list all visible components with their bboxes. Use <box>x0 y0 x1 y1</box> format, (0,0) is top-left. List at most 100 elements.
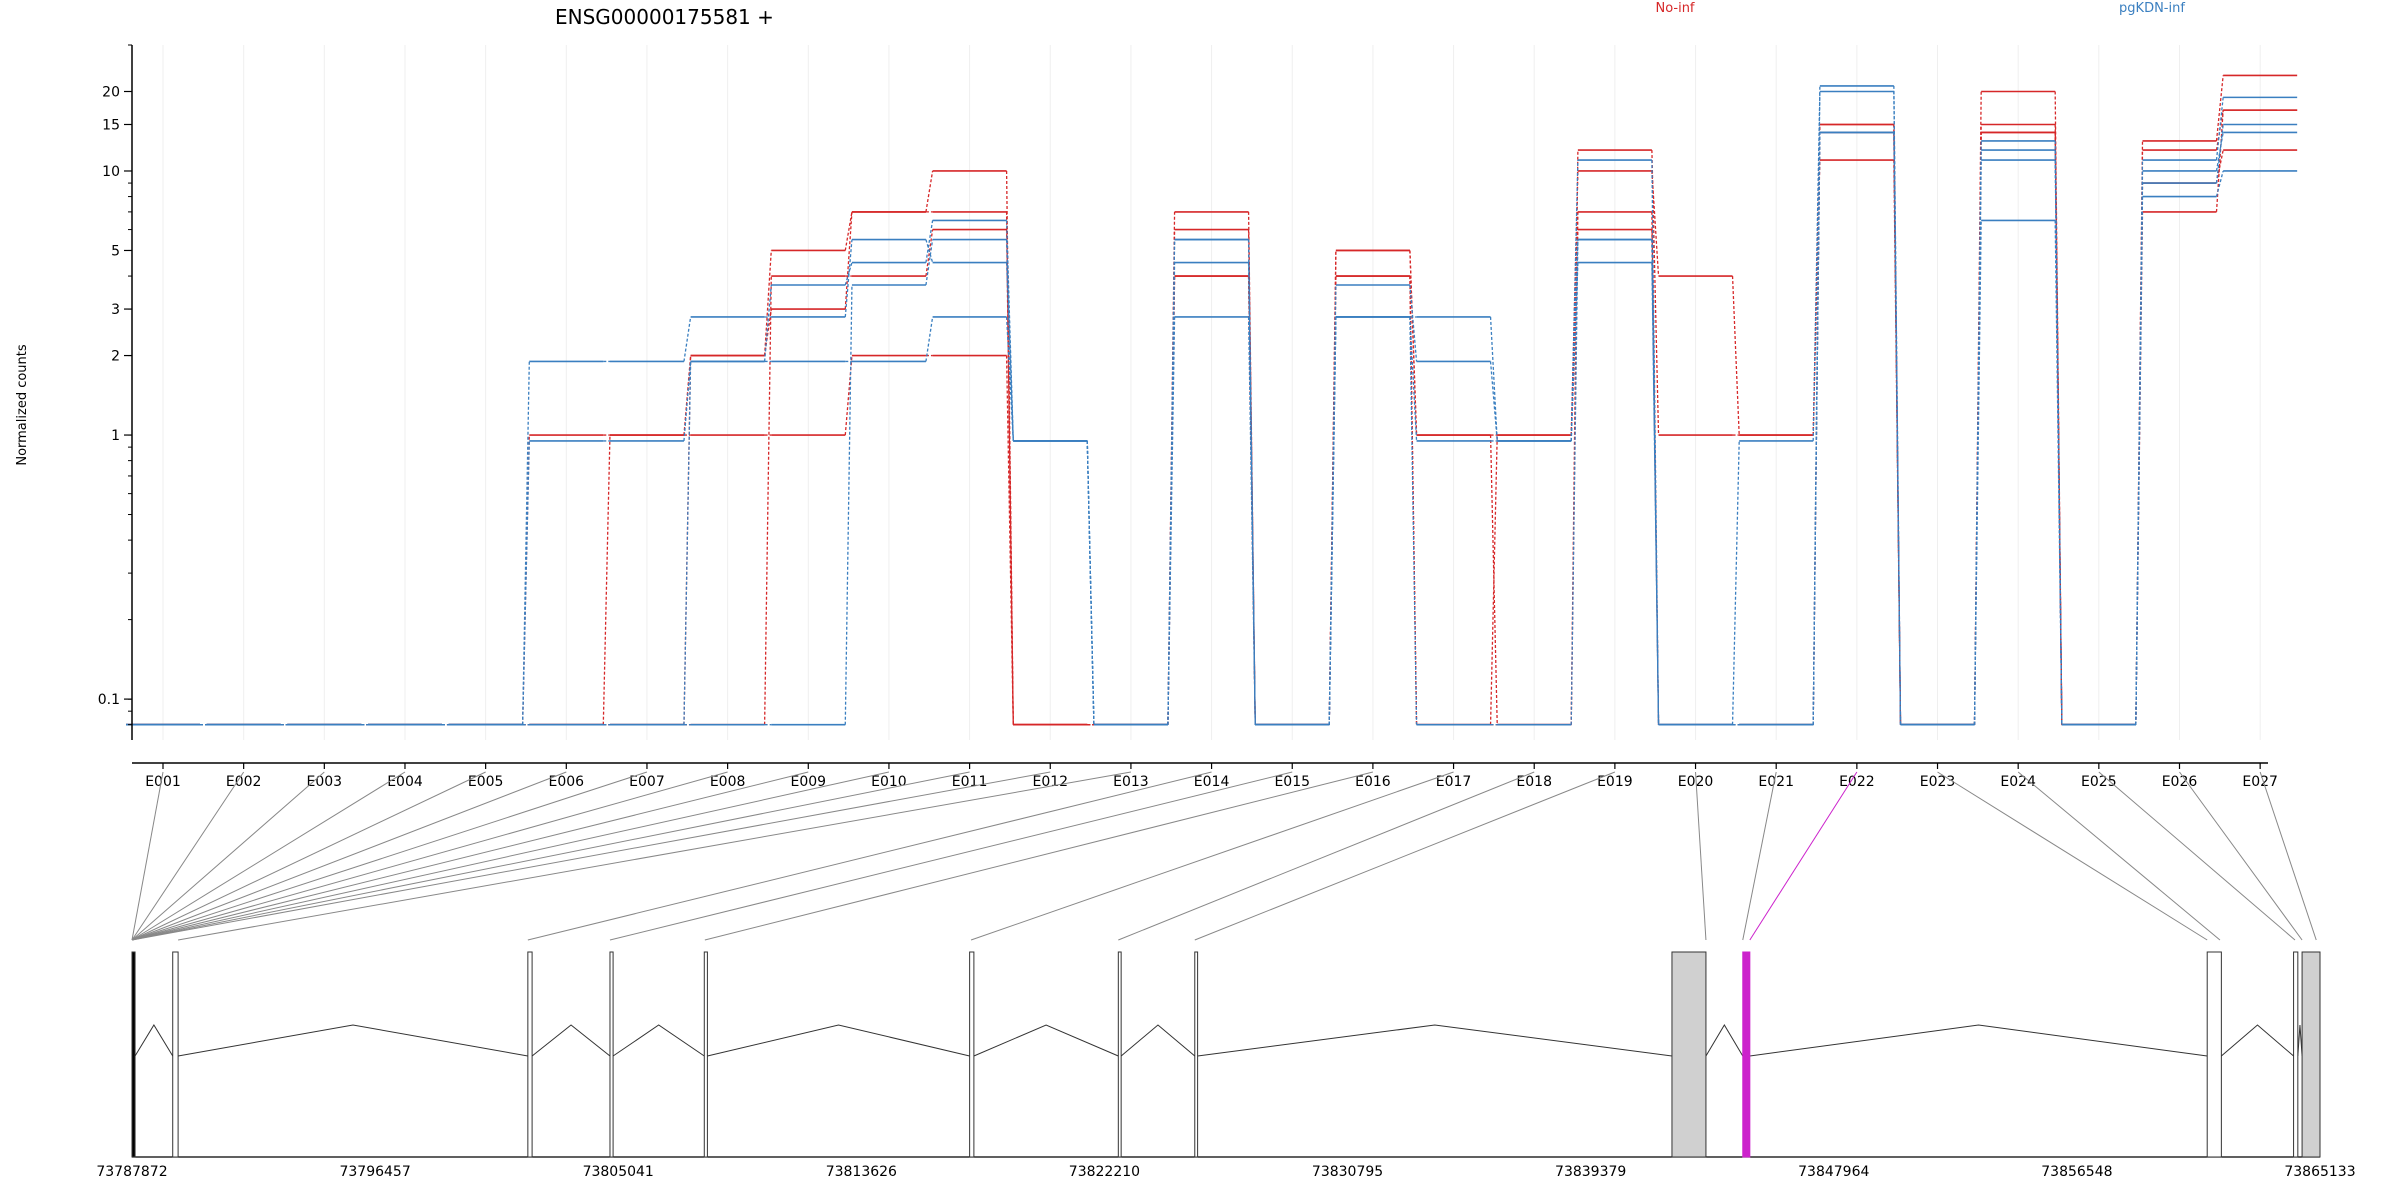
connector-e013 <box>178 771 1132 941</box>
x-tick-label-e016: E016 <box>1355 774 1391 790</box>
data-connector <box>763 284 772 362</box>
x-tick-label-e007: E007 <box>629 774 665 790</box>
data-connector <box>1570 239 1579 725</box>
connector-e011 <box>131 771 970 941</box>
data-connector <box>925 239 934 286</box>
data-connector <box>1409 250 1418 436</box>
connector-e008 <box>131 771 728 941</box>
y-tick-label-10: 10 <box>102 164 120 180</box>
connector-e009 <box>131 771 809 941</box>
exon-box-4 <box>609 951 614 1158</box>
connector-e001 <box>131 771 164 941</box>
data-connector <box>925 229 934 277</box>
exon-box-13 <box>2301 951 2321 1158</box>
data-connector <box>2215 75 2224 141</box>
data-connector <box>1086 440 1095 725</box>
data-connector <box>602 435 611 725</box>
exon-box-5 <box>703 951 708 1158</box>
x-tick-label-e005: E005 <box>468 774 504 790</box>
intron-line <box>531 1024 611 1057</box>
x-tick-label-e010: E010 <box>871 774 907 790</box>
exon-box-1 <box>131 951 136 1158</box>
y-tick-label-3: 3 <box>111 302 120 318</box>
data-connector <box>1489 361 1498 441</box>
coordinate-label-8: 73847964 <box>1798 1164 1869 1180</box>
connector-e020 <box>1695 771 1707 941</box>
legend-no-inf: No-inf <box>1655 1 1694 16</box>
data-connector <box>683 361 692 725</box>
x-tick-label-e024: E024 <box>2000 774 2036 790</box>
data-connector <box>1328 316 1337 725</box>
x-tick-label-e015: E015 <box>1274 774 1310 790</box>
plot-grid <box>162 45 2261 740</box>
data-connector <box>1651 239 1660 725</box>
data-connector <box>1651 170 1660 277</box>
series-pgkdn-inf-8 <box>126 96 2298 726</box>
x-tick-label-e023: E023 <box>1920 774 1956 790</box>
data-connector <box>925 239 934 263</box>
x-tick-label-e013: E013 <box>1113 774 1149 790</box>
data-connector <box>1489 316 1498 441</box>
y-tick-label-20: 20 <box>102 84 120 100</box>
coordinate-label-9: 73856548 <box>2041 1164 2112 1180</box>
exon-box-11 <box>2206 951 2222 1158</box>
gene-model: 73787872 73796457 73805041 73813626 73822210… <box>96 951 2356 1180</box>
x-tick-label-e022: E022 <box>1839 774 1875 790</box>
data-connector <box>1409 284 1418 362</box>
data-connector <box>925 220 934 263</box>
intron-line <box>1197 1024 1673 1057</box>
connector-e026 <box>2179 771 2303 941</box>
data-connector <box>763 250 772 356</box>
data-connector <box>1489 435 1498 725</box>
exon-box-7 <box>1117 951 1122 1158</box>
y-axis-label: Normalized counts <box>15 344 30 466</box>
y-tick-label-1: 1 <box>111 428 120 444</box>
x-tick-label-e018: E018 <box>1516 774 1552 790</box>
data-connector <box>844 211 853 310</box>
connector-e012 <box>131 771 1051 941</box>
x-tick-label-e008: E008 <box>710 774 746 790</box>
data-connector <box>1167 239 1176 725</box>
data-connector <box>844 284 853 725</box>
x-tick-label-e003: E003 <box>307 774 343 790</box>
exon-box-2 <box>172 951 179 1158</box>
data-connector <box>2215 97 2224 161</box>
data-connector <box>1893 132 1902 725</box>
intron-line <box>1120 1024 1196 1057</box>
intron-line <box>973 1024 1119 1057</box>
coordinate-label-6: 73830795 <box>1312 1164 1383 1180</box>
connector-e018 <box>1118 771 1535 941</box>
x-tick-label-e006: E006 <box>549 774 585 790</box>
exon-box-8 <box>1194 951 1199 1158</box>
exon-box-9 <box>1671 951 1707 1158</box>
data-connector <box>844 211 853 251</box>
data-connector <box>1731 276 1740 436</box>
data-connector <box>1812 132 1821 725</box>
connector-e005 <box>131 771 486 941</box>
y-tick-label-0-1: 0.1 <box>98 692 120 708</box>
x-tick-label-e026: E026 <box>2162 774 2198 790</box>
coordinate-label-3: 73805041 <box>583 1164 654 1180</box>
data-connector <box>2215 110 2224 212</box>
data-connector <box>2135 196 2144 725</box>
x-tick-label-e012: E012 <box>1032 774 1068 790</box>
connector-e003 <box>131 771 325 941</box>
coordinate-label-1: 73787872 <box>96 1164 167 1180</box>
data-connector <box>1005 316 1014 441</box>
data-connector <box>1651 150 1660 436</box>
exon-connector-lines <box>131 771 2317 941</box>
data-connector <box>1812 91 1821 441</box>
data-connector <box>1005 239 1014 441</box>
x-tick-label-e014: E014 <box>1194 774 1230 790</box>
data-connector <box>521 361 530 725</box>
intron-line <box>612 1024 705 1057</box>
x-tick-label-e025: E025 <box>2081 774 2117 790</box>
x-tick-label-e009: E009 <box>790 774 826 790</box>
coordinate-label-2: 73796457 <box>339 1164 410 1180</box>
x-tick-label-e017: E017 <box>1436 774 1472 790</box>
intron-line <box>2221 1024 2294 1057</box>
exon-box-3 <box>527 951 533 1158</box>
connector-e004 <box>131 771 406 941</box>
x-tick-label-e011: E011 <box>952 774 988 790</box>
coordinate-label-5: 73822210 <box>1069 1164 1140 1180</box>
